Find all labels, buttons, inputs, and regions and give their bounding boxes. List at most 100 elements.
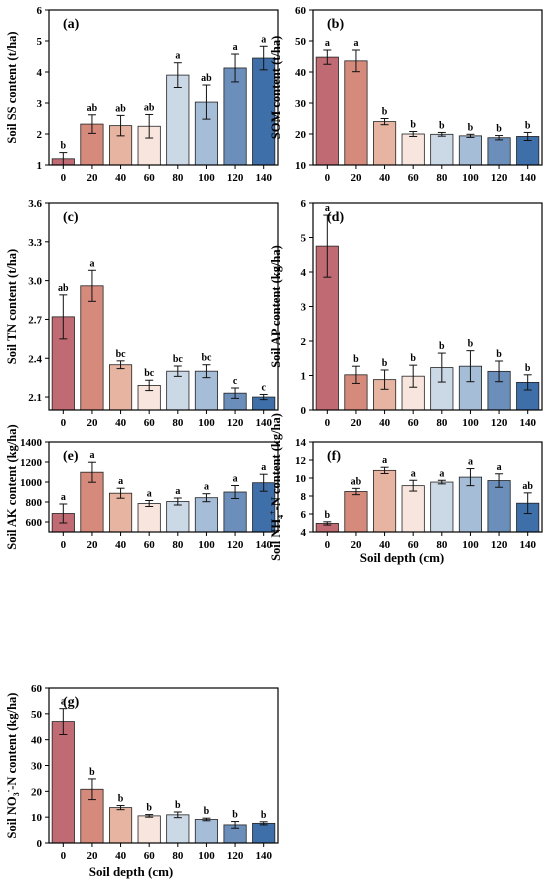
bar	[487, 480, 511, 533]
panel-0: b 0 ab 20 ab 40 ab 60 a 80 ab 100 a 120 a 140 1 2 3 4 5 6 (a) S…	[5, 5, 279, 184]
x-tick-label: 60	[144, 417, 156, 429]
bar	[108, 492, 133, 533]
x-tick-label: 40	[379, 417, 391, 429]
x-tick-label: 60	[408, 417, 420, 429]
x-tick-label: 120	[491, 539, 508, 551]
y-tick-label: 2	[37, 129, 43, 141]
significance-letter: a	[411, 468, 416, 479]
x-tick-label: 80	[436, 539, 448, 551]
x-tick-label: 40	[115, 417, 127, 429]
y-tick-label: 1000	[20, 477, 43, 489]
y-tick-label: 30	[31, 761, 43, 773]
panel-label: (c)	[63, 210, 79, 225]
significance-letter: b	[496, 124, 502, 135]
x-tick-label: 140	[255, 172, 272, 184]
x-tick-label: 80	[172, 172, 184, 184]
significance-letter: a	[118, 476, 123, 487]
significance-letter: bc	[116, 349, 127, 360]
significance-letter: a	[147, 489, 152, 500]
y-tick-label: 8	[301, 491, 307, 503]
y-axis-label: Soil SS content (t/ha)	[5, 31, 19, 143]
x-tick-label: 0	[325, 539, 331, 551]
x-tick-label: 40	[115, 539, 127, 551]
y-tick-label: 6	[301, 509, 307, 521]
bar	[344, 60, 368, 166]
y-tick-label: 600	[26, 517, 43, 529]
bar	[137, 815, 161, 844]
y-axis-label: Soil AP content (kg/ha)	[269, 245, 283, 368]
x-tick-label: 0	[325, 172, 331, 184]
panel-label: (f)	[327, 449, 341, 464]
significance-letter: a	[175, 486, 180, 497]
x-tick-label: 80	[172, 539, 184, 551]
significance-letter: b	[468, 122, 474, 133]
plot-frame	[48, 441, 279, 533]
bar	[315, 56, 339, 166]
y-tick-label: 2	[301, 336, 307, 348]
y-tick-label: 1	[37, 160, 43, 172]
y-tick-label: 0	[37, 838, 43, 850]
y-tick-label: 5	[301, 233, 307, 245]
significance-letter: a	[382, 455, 387, 466]
significance-letter: b	[325, 510, 331, 521]
bar	[80, 285, 104, 411]
x-tick-label: 20	[86, 417, 98, 429]
significance-letter: ab	[115, 103, 126, 114]
x-tick-label: 20	[350, 172, 362, 184]
significance-letter: b	[496, 349, 502, 360]
significance-letter: bc	[173, 354, 184, 365]
x-tick-label: 80	[172, 417, 184, 429]
y-axis-label: Soil NO3--N content (kg/ha)	[4, 693, 21, 839]
significance-letter: b	[353, 354, 359, 365]
significance-letter: ab	[58, 283, 69, 294]
bar	[252, 822, 276, 844]
x-tick-label: 120	[491, 417, 508, 429]
significance-letter: a	[261, 34, 266, 45]
shared-xlabel-bottom: Soil depth (cm)	[89, 864, 174, 879]
x-tick-label: 100	[462, 172, 479, 184]
bar	[372, 121, 397, 166]
x-tick-label: 20	[86, 850, 98, 862]
panel-label: (g)	[63, 695, 80, 710]
plot-frame	[312, 9, 543, 166]
x-tick-label: 0	[325, 417, 331, 429]
x-tick-label: 0	[61, 417, 67, 429]
significance-letter: bc	[201, 353, 212, 364]
bar	[51, 721, 75, 844]
y-tick-label: 20	[31, 786, 43, 798]
bar	[430, 481, 454, 533]
y-tick-label: 40	[295, 67, 307, 79]
y-tick-label: 4	[301, 527, 307, 539]
x-tick-label: 140	[255, 850, 272, 862]
y-tick-label: 60	[31, 683, 43, 695]
x-tick-label: 80	[172, 850, 184, 862]
plot-frame	[312, 441, 543, 533]
y-tick-label: 40	[31, 735, 43, 747]
panel-1: a 0 a 20 b 40 b 60 b 80 b 100 b 120 b 140 10 20 30 40 50 60 (b…	[269, 5, 543, 184]
y-tick-label: 10	[31, 812, 43, 824]
panel-label: (b)	[327, 17, 344, 32]
y-tick-label: 800	[26, 497, 43, 509]
plot-frame	[48, 202, 279, 411]
bar	[108, 807, 133, 844]
y-tick-label: 1	[301, 371, 307, 383]
x-tick-label: 100	[462, 539, 479, 551]
x-tick-label: 100	[462, 417, 479, 429]
significance-letter: a	[439, 468, 444, 479]
significance-letter: b	[468, 339, 474, 350]
x-tick-label: 20	[350, 417, 362, 429]
significance-letter: a	[325, 38, 330, 49]
panel-2: ab 0 a 20 bc 40 bc 60 bc 80 bc 100 c 120 c 140 2.1 2.4 2.7…	[5, 198, 279, 429]
bar	[458, 135, 483, 166]
significance-letter: b	[382, 107, 388, 118]
x-tick-label: 140	[255, 417, 272, 429]
x-tick-label: 60	[144, 850, 156, 862]
y-tick-label: 3.3	[28, 237, 42, 249]
bar	[344, 491, 368, 533]
y-tick-label: 60	[295, 5, 307, 17]
x-tick-label: 80	[436, 417, 448, 429]
significance-letter: b	[175, 800, 181, 811]
y-tick-label: 6	[301, 198, 307, 210]
y-tick-label: 1400	[20, 437, 43, 449]
significance-letter: a	[233, 42, 238, 53]
